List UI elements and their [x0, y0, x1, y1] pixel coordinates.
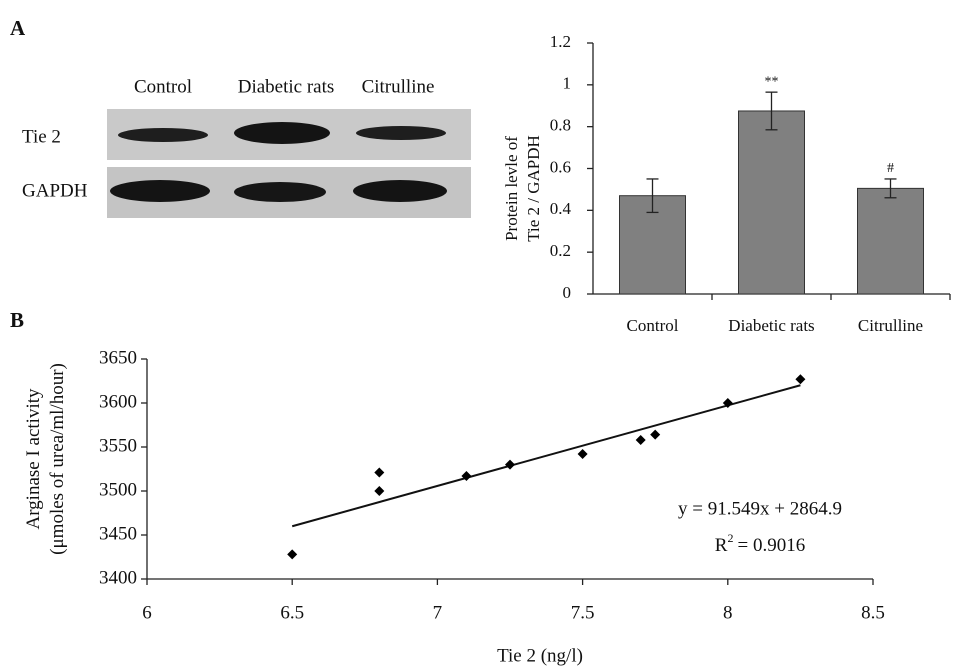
x-tick-label: 6.5 — [280, 602, 304, 623]
y-tick-label: 3450 — [99, 523, 137, 544]
annotation: ** — [765, 74, 779, 89]
y-axis-label-line: Protein levle of — [502, 136, 521, 241]
y-tick-label: 3600 — [99, 391, 137, 412]
x-tick-label: 8.5 — [861, 602, 885, 623]
annotation: # — [887, 161, 894, 176]
band — [353, 180, 447, 202]
point — [636, 435, 646, 445]
y-tick-label: 0.8 — [550, 116, 571, 135]
r2-exponent: 2 — [727, 531, 733, 545]
row-label: GAPDH — [22, 180, 88, 201]
bar — [739, 111, 805, 294]
r2-value: = 0.9016 — [737, 535, 805, 556]
lane-label: Control — [134, 76, 192, 97]
band — [234, 182, 326, 202]
lane-label: Citrulline — [362, 76, 435, 97]
y-axis-label-line: Tie 2 / GAPDH — [524, 135, 543, 242]
y-tick-label: 0.4 — [550, 199, 572, 218]
y-tick-label: 3550 — [99, 435, 137, 456]
x-tick-label: Diabetic rats — [728, 316, 814, 335]
band — [234, 122, 330, 144]
y-tick-label: 0.2 — [550, 241, 571, 260]
band — [118, 128, 208, 142]
row-label: Tie 2 — [22, 126, 61, 147]
y-axis-label-line: Arginase I activity — [23, 388, 44, 530]
x-axis-label: Tie 2 (ng/l) — [497, 645, 583, 666]
y-tick-label: 1 — [563, 74, 572, 93]
x-tick-label: Citrulline — [858, 316, 923, 335]
x-tick-label: 7.5 — [571, 602, 595, 623]
y-tick-label: 0 — [563, 283, 572, 302]
band — [110, 180, 210, 202]
y-tick-label: 3650 — [99, 347, 137, 368]
bar — [858, 188, 924, 294]
panel-label: A — [10, 16, 26, 40]
r-squared: R2 = 0.9016 — [715, 531, 805, 557]
point — [505, 460, 515, 470]
y-tick-label: 3400 — [99, 567, 137, 588]
point — [650, 430, 660, 440]
y-axis-label-line: (μmoles of urea/ml/hour) — [47, 363, 68, 555]
western-blot: Control Diabetic rats Citrulline Tie 2 G… — [22, 76, 471, 218]
point — [578, 449, 588, 459]
x-tick-label: 6 — [142, 602, 152, 623]
trend-equation: y = 91.549x + 2864.9 — [678, 498, 842, 519]
y-axis-label: Arginase I activity(μmoles of urea/ml/ho… — [23, 363, 68, 555]
y-tick-label: 0.6 — [550, 157, 571, 176]
band — [356, 126, 446, 140]
y-tick-label: 3500 — [99, 479, 137, 500]
lane-label: Diabetic rats — [238, 76, 335, 97]
point — [374, 468, 384, 478]
r2-symbol: R — [715, 535, 728, 556]
panel-label: B — [10, 308, 24, 332]
x-tick-label: 8 — [723, 602, 733, 623]
figure: A B Control Diabetic rats Citrulline Tie… — [0, 0, 960, 666]
x-tick-label: Control — [627, 316, 679, 335]
y-tick-label: 1.2 — [550, 32, 571, 51]
point — [374, 486, 384, 496]
x-tick-label: 7 — [433, 602, 443, 623]
point — [795, 374, 805, 384]
point — [287, 549, 297, 559]
